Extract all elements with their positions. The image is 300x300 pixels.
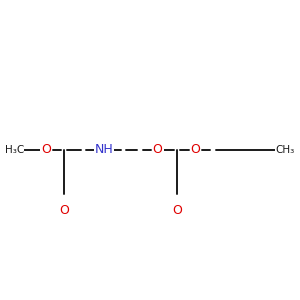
- Text: H₃C: H₃C: [4, 145, 24, 155]
- Text: O: O: [172, 204, 182, 217]
- Text: O: O: [59, 204, 69, 217]
- Text: O: O: [41, 143, 51, 157]
- Text: CH₃: CH₃: [276, 145, 295, 155]
- Text: O: O: [190, 143, 200, 157]
- Text: O: O: [153, 143, 163, 157]
- Text: NH: NH: [94, 143, 113, 157]
